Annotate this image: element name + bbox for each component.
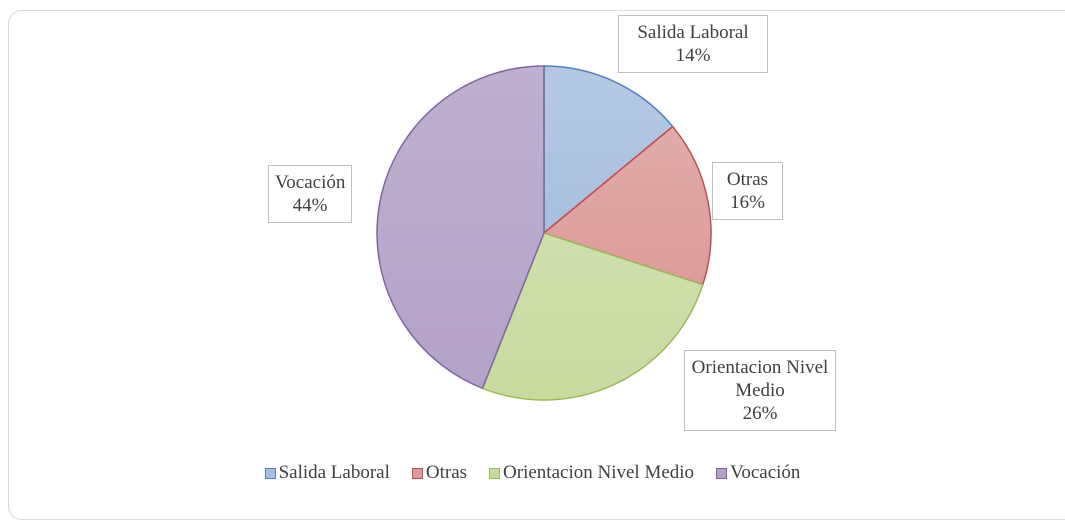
data-label-value: 14% — [675, 45, 711, 66]
data-label: Otras 16% — [712, 162, 783, 220]
pie-slice — [543, 65, 674, 235]
pie-slice — [481, 232, 704, 401]
data-label-value: 16% — [730, 192, 765, 213]
pie-slice — [542, 125, 712, 286]
data-label-value: 44% — [292, 195, 328, 216]
legend-item: Salida Laboral — [264, 462, 390, 484]
data-label: Salida Laboral 14% — [618, 15, 768, 73]
legend-item: Orientacion Nivel Medio — [489, 462, 694, 484]
data-label-category: Orientacion Nivel Medio — [691, 357, 829, 401]
legend-swatch — [489, 467, 501, 479]
legend-item: Otras — [411, 462, 468, 484]
legend-label: Vocación — [730, 462, 801, 483]
page: Salida Laboral Otras Orientacion Nivel Med… — [0, 10, 1065, 520]
data-label: Vocación 44% — [268, 165, 352, 223]
data-label-category: Otras — [726, 169, 769, 190]
pie-slice — [376, 65, 545, 390]
data-label-category: Salida Laboral — [637, 22, 749, 43]
legend-label: Orientacion Nivel Medio — [503, 462, 695, 483]
chart — [376, 65, 712, 401]
legend-label: Otras — [425, 462, 468, 483]
legend-swatch — [264, 467, 276, 479]
legend: Salida Laboral Otras Orientacion Nivel Med… — [0, 462, 1065, 484]
legend-label: Salida Laboral — [278, 462, 390, 483]
legend-swatch — [411, 467, 423, 479]
data-label: Orientacion Nivel Medio 26% — [684, 350, 836, 431]
data-label-category: Vocación — [275, 172, 346, 193]
legend-item: Vocación — [716, 462, 800, 484]
legend-swatch — [716, 467, 728, 479]
data-label-value: 26% — [742, 403, 778, 424]
